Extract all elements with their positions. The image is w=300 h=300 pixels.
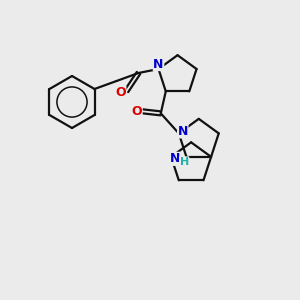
Text: H: H <box>179 157 189 167</box>
Text: O: O <box>115 86 126 100</box>
Text: N: N <box>170 152 180 165</box>
Text: N: N <box>178 125 188 138</box>
Text: O: O <box>131 105 142 118</box>
Text: N: N <box>153 58 164 70</box>
